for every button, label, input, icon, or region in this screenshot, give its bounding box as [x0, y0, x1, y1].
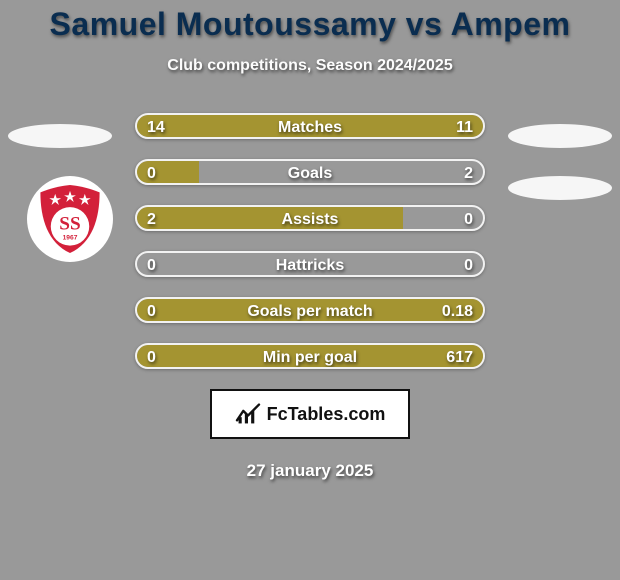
stat-row: 0Hattricks0	[135, 251, 485, 277]
stat-label: Goals	[137, 161, 483, 185]
stat-row: 14Matches11	[135, 113, 485, 139]
stat-row: 0Goals per match0.18	[135, 297, 485, 323]
stat-row: 2Assists0	[135, 205, 485, 231]
brand-text: FcTables.com	[267, 404, 386, 425]
chart-icon	[235, 403, 261, 425]
stat-label: Min per goal	[137, 345, 483, 369]
player2-value: 0	[464, 253, 473, 277]
player1-placeholder-oval	[8, 124, 112, 148]
stat-row: 0Goals2	[135, 159, 485, 185]
stat-label: Hattricks	[137, 253, 483, 277]
subtitle: Club competitions, Season 2024/2025	[0, 57, 620, 75]
comparison-card: Samuel Moutoussamy vs Ampem Club competi…	[0, 0, 620, 580]
svg-text:SS: SS	[59, 213, 80, 234]
page-title: Samuel Moutoussamy vs Ampem	[0, 6, 620, 43]
player2-value: 0.18	[442, 299, 473, 323]
stat-label: Goals per match	[137, 299, 483, 323]
svg-text:1967: 1967	[63, 235, 78, 242]
stat-label: Assists	[137, 207, 483, 231]
player2-value: 2	[464, 161, 473, 185]
player2-value: 617	[446, 345, 473, 369]
stats-bars: 14Matches110Goals22Assists00Hattricks00G…	[135, 113, 485, 369]
brand-badge[interactable]: FcTables.com	[210, 389, 410, 439]
club2-placeholder-oval	[508, 176, 612, 200]
player2-placeholder-oval	[508, 124, 612, 148]
generated-date: 27 january 2025	[0, 461, 620, 481]
player2-value: 11	[456, 115, 473, 139]
stat-row: 0Min per goal617	[135, 343, 485, 369]
sivasspor-logo-icon: SS 1967	[33, 182, 107, 256]
stat-label: Matches	[137, 115, 483, 139]
club1-badge: SS 1967	[27, 176, 113, 262]
player2-value: 0	[464, 207, 473, 231]
